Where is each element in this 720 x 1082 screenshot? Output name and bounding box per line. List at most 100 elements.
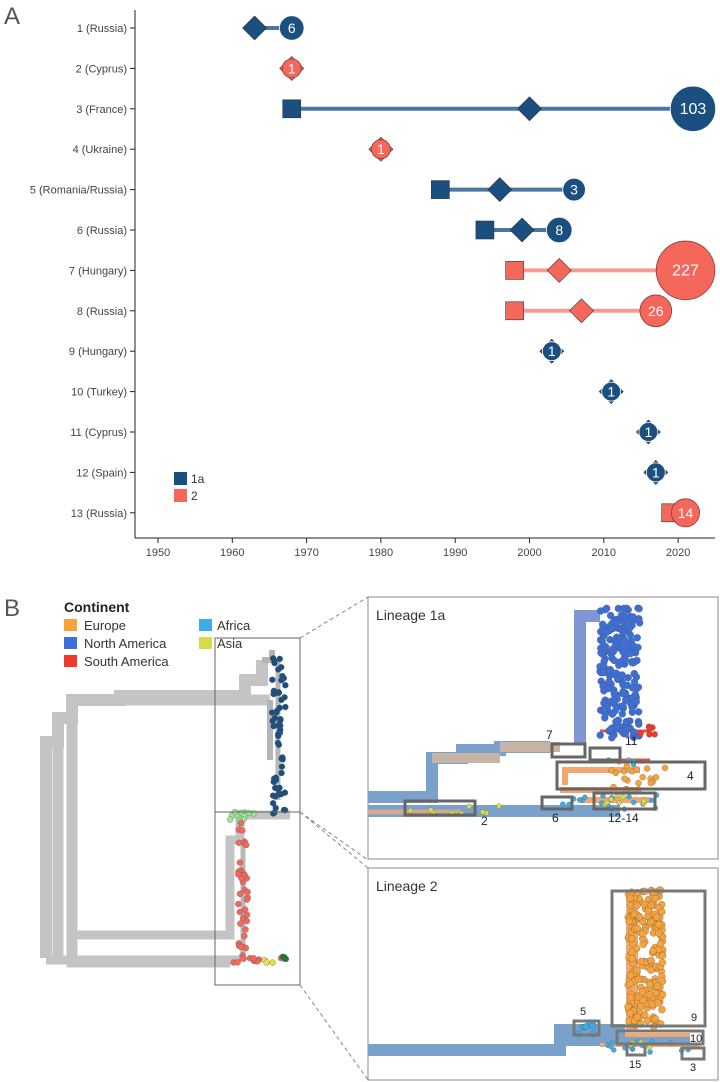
diamond-marker <box>509 217 535 243</box>
legend-title: Continent <box>64 599 130 615</box>
x-tick-label: 1950 <box>146 547 170 559</box>
circle-marker <box>655 240 716 301</box>
tip-dot <box>610 656 618 665</box>
tip-dot <box>633 966 641 975</box>
tip-dot <box>633 901 641 910</box>
tip-dot <box>236 908 243 916</box>
circle-marker <box>669 85 717 132</box>
tip-dot <box>270 778 277 786</box>
tip-dot <box>616 800 622 806</box>
tip-dot <box>651 1015 659 1023</box>
tip-dot <box>237 920 244 927</box>
tip-dot <box>626 979 634 988</box>
row-label: 12 (Spain) <box>76 467 127 479</box>
tip-dot <box>241 932 248 940</box>
circle-marker <box>671 498 700 528</box>
circle-marker <box>281 58 302 79</box>
tip-dot <box>661 764 669 772</box>
tip-dot <box>619 687 627 696</box>
tip-dot <box>647 966 655 974</box>
tip-dot <box>633 634 641 642</box>
tip-dot <box>560 801 566 807</box>
tip-dot <box>278 769 285 777</box>
tip-dot <box>597 649 605 657</box>
tip-dot <box>608 734 616 742</box>
tip-dot <box>269 800 277 807</box>
legend-label: Africa <box>217 618 251 633</box>
tip-dot <box>620 794 626 800</box>
x-tick-label: 1980 <box>369 547 393 559</box>
tip-dot <box>277 726 284 734</box>
circle-marker <box>562 177 586 202</box>
box-label: 9 <box>691 1012 697 1024</box>
overview-tree <box>40 596 369 1081</box>
tip-dot <box>626 971 634 980</box>
tip-dot <box>655 929 663 937</box>
tip-dot <box>600 662 608 670</box>
circle-count-label: 1 <box>377 141 385 157</box>
tip-dot <box>242 926 249 933</box>
tip-dot <box>271 714 279 722</box>
tip-dot <box>282 682 289 689</box>
x-tick-label: 2000 <box>517 547 541 559</box>
tip-dot <box>658 908 666 916</box>
box-label: 4 <box>687 769 694 783</box>
tip-dot <box>618 710 627 718</box>
tip-dot <box>237 943 245 951</box>
tip-dot <box>243 896 251 903</box>
tip-dot <box>643 1017 652 1025</box>
tip-dot <box>278 763 286 770</box>
row-label: 13 (Russia) <box>71 508 127 520</box>
tip-dot <box>635 779 642 787</box>
inset-title: Lineage 1a <box>376 607 446 623</box>
tip-dot <box>604 799 610 806</box>
tip-dot <box>624 621 632 630</box>
tip-dot <box>277 716 284 723</box>
tip-dot <box>655 921 663 929</box>
tip-dot <box>637 957 645 966</box>
tip-dot <box>239 955 246 962</box>
tip-dot <box>613 724 621 732</box>
tip-dot <box>604 684 612 693</box>
diamond-marker <box>517 96 542 122</box>
box-label: 2 <box>481 814 488 828</box>
tip-dot <box>596 731 604 739</box>
chart-panel-a: 1950 1960 1970 1980 1990 2000 2010 2020 1 (Russi… <box>30 10 717 559</box>
tip-dot <box>280 675 287 682</box>
tip-dot <box>608 796 614 802</box>
circle-count-label: 1 <box>548 343 556 359</box>
circle-marker <box>638 422 659 442</box>
row-label: 5 (Romania/Russia) <box>30 185 127 197</box>
tip-dot <box>282 955 290 963</box>
tip-dot <box>627 901 635 909</box>
legend-swatch-south-america <box>64 655 77 667</box>
tip-dot <box>613 619 621 627</box>
tip-dot <box>634 975 643 984</box>
tip-dot <box>630 670 638 678</box>
tip-dot <box>263 959 270 966</box>
x-tick-label: 1960 <box>220 547 244 559</box>
tip-dot <box>647 779 654 787</box>
tip-dot <box>628 954 636 963</box>
tip-dot <box>621 636 629 644</box>
row-label: 8 (Russia) <box>77 306 127 318</box>
tip-dot <box>658 958 666 967</box>
tip-dot <box>235 839 243 846</box>
tip-dot <box>279 754 286 761</box>
tip-dot <box>633 766 640 773</box>
tip-dot <box>496 803 502 809</box>
tip-dot <box>638 988 647 996</box>
tip-dot <box>639 996 647 1005</box>
square-marker <box>505 261 524 280</box>
tip-dot <box>652 913 661 921</box>
tip-dot <box>610 689 618 698</box>
tip-dot <box>600 705 608 713</box>
tip-dot <box>639 774 646 781</box>
tip-dot <box>647 1044 653 1051</box>
tip-dot <box>630 678 639 686</box>
diamond-marker <box>569 298 594 324</box>
box-label: 12-14 <box>608 811 639 825</box>
tip-dot <box>607 725 615 733</box>
tip-dot <box>623 681 632 689</box>
